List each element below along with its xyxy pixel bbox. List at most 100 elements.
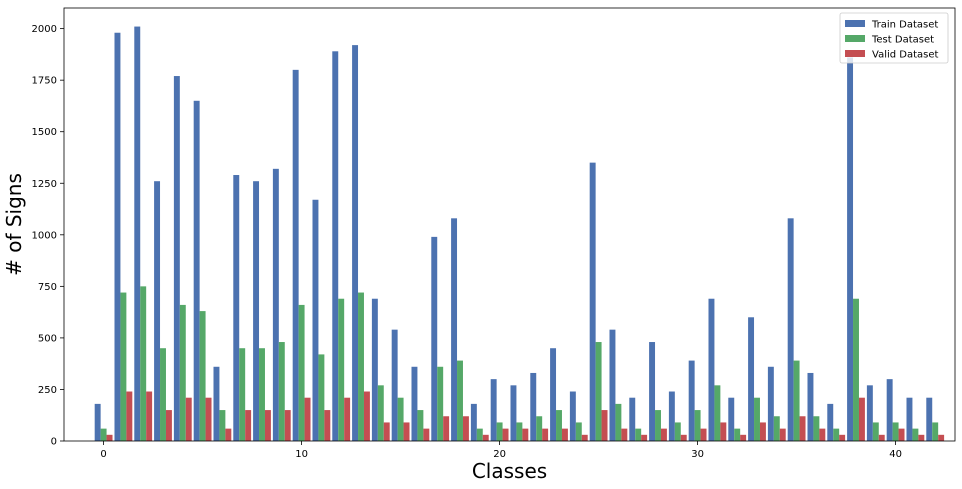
- bar: [126, 391, 133, 441]
- bar: [239, 348, 246, 441]
- y-tick-label: 750: [38, 282, 57, 293]
- bar: [714, 385, 721, 441]
- bar: [443, 416, 450, 441]
- y-tick-label: 1000: [32, 230, 57, 241]
- legend-entry: Train Dataset: [871, 20, 938, 31]
- bar: [352, 45, 359, 441]
- bar: [550, 348, 557, 441]
- bar: [853, 298, 859, 441]
- bar: [106, 434, 113, 441]
- bar: [892, 422, 899, 441]
- bar: [912, 428, 919, 441]
- bar: [938, 434, 945, 441]
- bar: [700, 428, 707, 441]
- bar: [609, 329, 616, 441]
- bars-layer: [94, 26, 945, 442]
- x-tick-label: 10: [295, 449, 308, 460]
- x-tick-label: 30: [691, 449, 704, 460]
- bar: [160, 348, 166, 441]
- bar: [490, 379, 497, 441]
- series-train-dataset: [94, 26, 933, 442]
- bar: [476, 428, 483, 441]
- bar: [120, 292, 127, 441]
- bar: [284, 410, 291, 441]
- bar: [292, 69, 299, 441]
- bar: [437, 366, 444, 441]
- legend-swatch: [845, 35, 865, 42]
- bar: [694, 410, 701, 441]
- bar: [423, 428, 430, 441]
- bar: [793, 360, 800, 441]
- bar: [759, 422, 766, 441]
- bar: [146, 391, 153, 441]
- bar: [470, 403, 477, 441]
- bar: [635, 428, 642, 441]
- bar: [403, 422, 410, 441]
- bar: [318, 354, 325, 441]
- legend: Train Dataset Test Dataset Valid Dataset: [839, 12, 949, 64]
- bar: [165, 410, 172, 441]
- bar: [601, 410, 608, 441]
- bar: [886, 379, 893, 441]
- bar: [185, 397, 192, 441]
- bar: [708, 298, 715, 441]
- bar: [417, 410, 424, 441]
- bar: [779, 428, 786, 441]
- bar: [530, 372, 537, 441]
- bar: [827, 403, 834, 441]
- bar: [502, 428, 509, 441]
- bar: [278, 342, 285, 441]
- y-tick-label: 1500: [32, 127, 57, 138]
- y-axis-label: # of Signs: [2, 173, 26, 276]
- bar: [233, 175, 240, 441]
- bar: [383, 422, 390, 441]
- bar: [199, 311, 206, 441]
- bar: [595, 342, 602, 441]
- bar: [839, 434, 846, 441]
- bar: [213, 366, 220, 441]
- y-tick-label: 500: [38, 333, 57, 344]
- bar: [264, 410, 271, 441]
- bar: [621, 428, 628, 441]
- bar: [748, 317, 755, 441]
- y-tick-label: 2000: [32, 24, 57, 35]
- y-tick-label: 250: [38, 385, 57, 396]
- bar: [205, 397, 212, 441]
- bar: [179, 304, 186, 441]
- bar: [457, 360, 463, 441]
- bar: [833, 428, 840, 441]
- x-axis-label: Classes: [472, 459, 547, 483]
- bar: [462, 416, 469, 441]
- legend-entry: Test Dataset: [871, 35, 934, 46]
- bar: [813, 416, 820, 441]
- bar: [397, 397, 404, 441]
- y-axis-ticks: 0 250 500 750 1000 1250 1500 1750 2000: [32, 24, 64, 448]
- bar: [114, 32, 121, 441]
- bar: [641, 434, 648, 441]
- x-tick-label: 0: [100, 449, 106, 460]
- bar: [569, 391, 576, 441]
- bar: [193, 100, 200, 442]
- bar: [516, 422, 523, 441]
- bar: [344, 397, 351, 441]
- bar: [304, 397, 311, 441]
- bar: [787, 218, 794, 441]
- y-tick-label: 1750: [32, 76, 57, 87]
- bar: [754, 397, 760, 441]
- bar: [225, 428, 232, 441]
- plot-frame: [63, 7, 956, 442]
- bar: [332, 51, 339, 442]
- x-tick-label: 40: [889, 449, 902, 460]
- bar: [542, 428, 549, 441]
- bar: [358, 292, 364, 441]
- bar: [615, 403, 622, 441]
- legend-swatch: [845, 20, 865, 27]
- series-valid-dataset: [106, 391, 945, 441]
- bar: [819, 428, 826, 441]
- bar: [866, 385, 873, 441]
- bar: [140, 286, 147, 441]
- x-tick-label: 20: [493, 449, 506, 460]
- bar: [918, 434, 925, 441]
- bar: [734, 428, 741, 441]
